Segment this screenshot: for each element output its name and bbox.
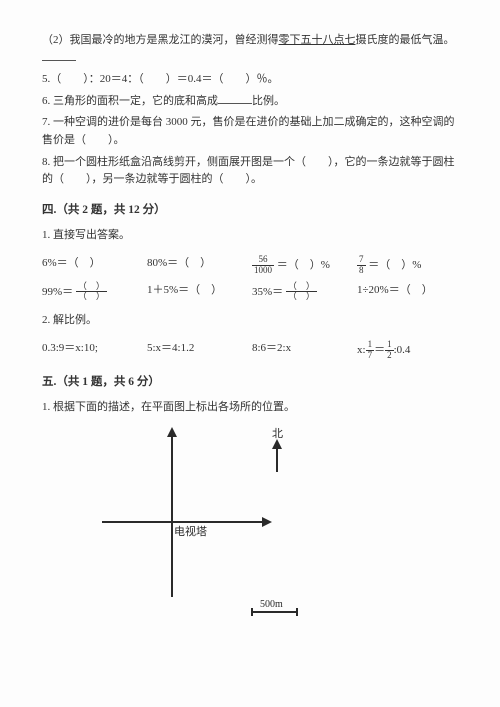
eq-cell: 35%＝ （ ） （ ） [252, 282, 353, 303]
coordinate-diagram: 北 电视塔 500m [82, 427, 342, 627]
north-label: 北 [272, 427, 283, 440]
fraction: （ ） （ ） [286, 282, 317, 303]
fraction: 1 2 [385, 340, 394, 361]
eq-tail: ＝（ ）% [368, 259, 421, 271]
eq-cell: 56 1000 ＝（ ）% [252, 255, 353, 276]
denominator: 8 [357, 266, 366, 276]
question-7: 7. 一种空调的进价是每台 3000 元，售价是在进价的基础上加二成确定的，这种… [42, 114, 458, 149]
ratio-prefix: x: [357, 344, 366, 356]
h-axis-arrow-icon [262, 517, 272, 527]
section-5-sub1: 1. 根据下面的描述，在平面图上标出各场所的位置。 [42, 399, 458, 417]
section-5-title: 五.（共 1 题，共 6 分） [42, 373, 458, 391]
eq-prefix: 35%＝ [252, 285, 283, 297]
fraction: （ ） （ ） [76, 282, 107, 303]
denominator: 7 [366, 351, 375, 361]
question-2: （2）我国最冷的地方是黑龙江的漠河，曾经测得零下五十八点七摄氏度的最低气温。 [42, 32, 458, 67]
eq-prefix: 99%＝ [42, 285, 73, 297]
question-8: 8. 把一个圆柱形纸盒沿高线剪开，侧面展开图是一个（ ），它的一条边就等于圆柱的… [42, 154, 458, 189]
q6-blank[interactable] [218, 93, 252, 104]
fraction: 1 7 [366, 340, 375, 361]
scale-label: 500m [260, 599, 283, 610]
q2-text-b: 摄氏度的最低气温。 [356, 34, 455, 46]
page: （2）我国最冷的地方是黑龙江的漠河，曾经测得零下五十八点七摄氏度的最低气温。 5… [0, 0, 500, 707]
north-arrow-icon [272, 439, 282, 449]
ratio-cell: 8:6＝2:x [252, 340, 353, 361]
eq-cell: 99%＝ （ ） （ ） [42, 282, 143, 303]
numerator: 7 [357, 255, 366, 266]
q2-underlined: 零下五十八点七 [279, 34, 356, 46]
q6-text-a: 6. 三角形的面积一定，它的底和高成 [42, 95, 218, 107]
denominator: （ ） [286, 292, 317, 302]
section-4-sub1: 1. 直接写出答案。 [42, 227, 458, 245]
eq-cell: 80%＝（ ） [147, 255, 248, 276]
v-axis-arrow-icon [167, 427, 177, 437]
eq-tail: ＝（ ）% [277, 259, 330, 271]
denominator: 2 [385, 351, 394, 361]
equation-grid: 6%＝（ ） 80%＝（ ） 56 1000 ＝（ ）% 7 8 ＝（ ）% 9… [42, 255, 458, 303]
fraction: 56 1000 [252, 255, 274, 276]
ratio-cell: 5:x＝4:1.2 [147, 340, 248, 361]
q2-text-a: （2）我国最冷的地方是黑龙江的漠河，曾经测得 [42, 34, 279, 46]
question-5: 5.（ ）：20＝4：（ ）＝0.4＝（ ）％。 [42, 71, 458, 89]
eq-cell: 7 8 ＝（ ）% [357, 255, 458, 276]
section-4-sub2: 2. 解比例。 [42, 312, 458, 330]
fraction: 7 8 [357, 255, 366, 276]
numerator: 56 [252, 255, 274, 266]
section-4-title: 四.（共 2 题，共 12 分） [42, 201, 458, 219]
question-6: 6. 三角形的面积一定，它的底和高成 比例。 [42, 93, 458, 111]
ratio-cell: x: 1 7 ＝ 1 2 :0.4 [357, 340, 458, 361]
ratio-tail: :0.4 [394, 344, 411, 356]
eq-cell: 1＋5%＝（ ） [147, 282, 248, 303]
ratio-grid: 0.3:9＝x:10; 5:x＝4:1.2 8:6＝2:x x: 1 7 ＝ 1… [42, 340, 458, 361]
eq-cell: 1÷20%＝（ ） [357, 282, 458, 303]
denominator: 1000 [252, 266, 274, 276]
ratio-cell: 0.3:9＝x:10; [42, 340, 143, 361]
eq-cell: 6%＝（ ） [42, 255, 143, 276]
denominator: （ ） [76, 292, 107, 302]
q6-text-b: 比例。 [252, 95, 285, 107]
diagram-svg: 北 电视塔 500m [82, 427, 342, 627]
q2-blank[interactable] [42, 50, 76, 61]
ratio-mid: ＝ [374, 344, 385, 356]
tower-label: 电视塔 [174, 524, 207, 538]
